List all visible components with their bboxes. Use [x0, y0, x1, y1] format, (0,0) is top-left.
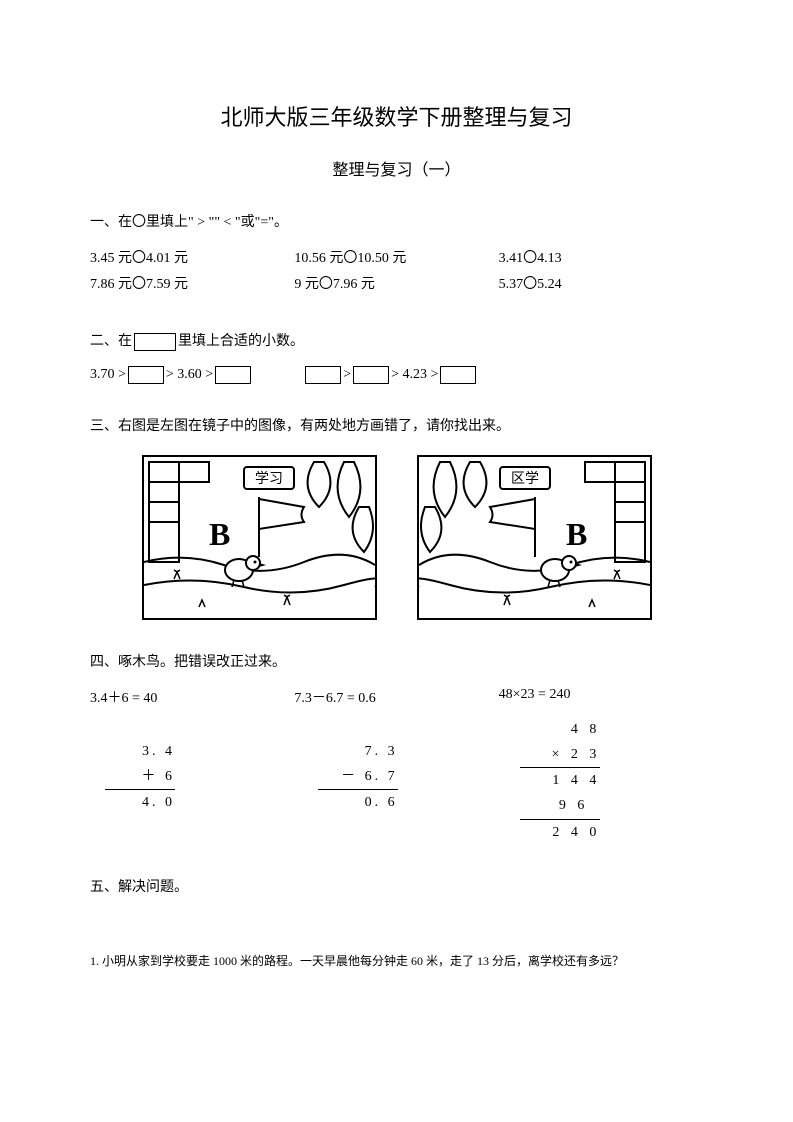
svg-text:区学: 区学	[511, 471, 539, 487]
q2-p2a: >	[343, 367, 351, 383]
q1-heading: 一、在〇里填上" > "" < "或"="。	[90, 210, 703, 235]
svg-text:学习: 学习	[255, 471, 283, 487]
q1-r2c3: 5.37〇5.24	[499, 273, 703, 293]
calc1-l3: 4. 0	[105, 790, 175, 815]
blank-box-icon	[134, 333, 176, 351]
blank-box-icon	[128, 366, 164, 384]
q5-problem1: 1. 小明从家到学校要走 1000 米的路程。一天早晨他每分钟走 60 米，走了…	[90, 952, 703, 969]
calc3-l2: × 2 3	[520, 742, 600, 768]
q4-calculations: 3. 4 ＋ 6 4. 0 7. 3 － 6. 7 0. 6 4 8 × 2 3…	[90, 717, 703, 845]
blank-box-icon	[353, 366, 389, 384]
q1-r2c2: 9 元〇7.96 元	[294, 273, 498, 293]
q4-calc1: 3. 4 ＋ 6 4. 0	[90, 717, 288, 845]
calc1-l2: ＋ 6	[105, 764, 175, 790]
q5-heading: 五、解决问题。	[90, 875, 703, 900]
q4-eq3: 48×23 = 240	[499, 687, 703, 707]
q1-row2: 7.86 元〇7.59 元 9 元〇7.96 元 5.37〇5.24	[90, 273, 703, 293]
mirror-right-icon: 区学 B	[419, 457, 650, 618]
svg-text:B: B	[209, 516, 230, 552]
q3-left-image: 学习 B	[142, 455, 377, 620]
q2-expression: 3.70 > > 3.60 > > > 4.23 >	[90, 366, 703, 384]
q1-r2c1: 7.86 元〇7.59 元	[90, 273, 294, 293]
q1-r1c3: 3.41〇4.13	[499, 247, 703, 267]
q4-calc2: 7. 3 － 6. 7 0. 6	[288, 717, 501, 845]
q2-p1a: 3.70 >	[90, 367, 126, 383]
calc1-l1: 3. 4	[105, 739, 175, 764]
q4-calc3: 4 8 × 2 3 1 4 4 9 6 2 4 0	[500, 717, 703, 845]
q4-heading: 四、啄木鸟。把错误改正过来。	[90, 650, 703, 675]
calc3-l4: 9 6	[520, 793, 600, 819]
svg-text:B: B	[566, 516, 587, 552]
q2-heading-suffix: 里填上合适的小数。	[178, 329, 304, 354]
q4-eq2: 7.3－6.7 = 0.6	[294, 687, 498, 707]
blank-box-icon	[215, 366, 251, 384]
mirror-left-icon: 学习 B	[144, 457, 375, 618]
calc3-l3: 1 4 4	[520, 768, 600, 793]
q2-heading-prefix: 二、在	[90, 329, 132, 354]
calc2-l2: － 6. 7	[318, 764, 398, 790]
q1-row1: 3.45 元〇4.01 元 10.56 元〇10.50 元 3.41〇4.13	[90, 247, 703, 267]
q4-equations: 3.4＋6 = 40 7.3－6.7 = 0.6 48×23 = 240	[90, 687, 703, 707]
blank-box-icon	[440, 366, 476, 384]
q3-right-image: 区学 B	[417, 455, 652, 620]
q3-images: 学习 B	[90, 455, 703, 620]
calc3-l5: 2 4 0	[520, 820, 600, 845]
page-subtitle: 整理与复习（一）	[90, 156, 703, 180]
calc2-l3: 0. 6	[318, 790, 398, 815]
q4-eq1: 3.4＋6 = 40	[90, 687, 294, 707]
q2-heading: 二、在 里填上合适的小数。	[90, 329, 703, 354]
page-title: 北师大版三年级数学下册整理与复习	[90, 100, 703, 132]
q2-p1b: > 3.60 >	[166, 367, 213, 383]
q1-r1c2: 10.56 元〇10.50 元	[294, 247, 498, 267]
calc2-l1: 7. 3	[318, 739, 398, 764]
q2-p2b: > 4.23 >	[391, 367, 438, 383]
calc3-l1: 4 8	[520, 717, 600, 742]
q3-heading: 三、右图是左图在镜子中的图像，有两处地方画错了，请你找出来。	[90, 414, 703, 439]
blank-box-icon	[305, 366, 341, 384]
q1-r1c1: 3.45 元〇4.01 元	[90, 247, 294, 267]
